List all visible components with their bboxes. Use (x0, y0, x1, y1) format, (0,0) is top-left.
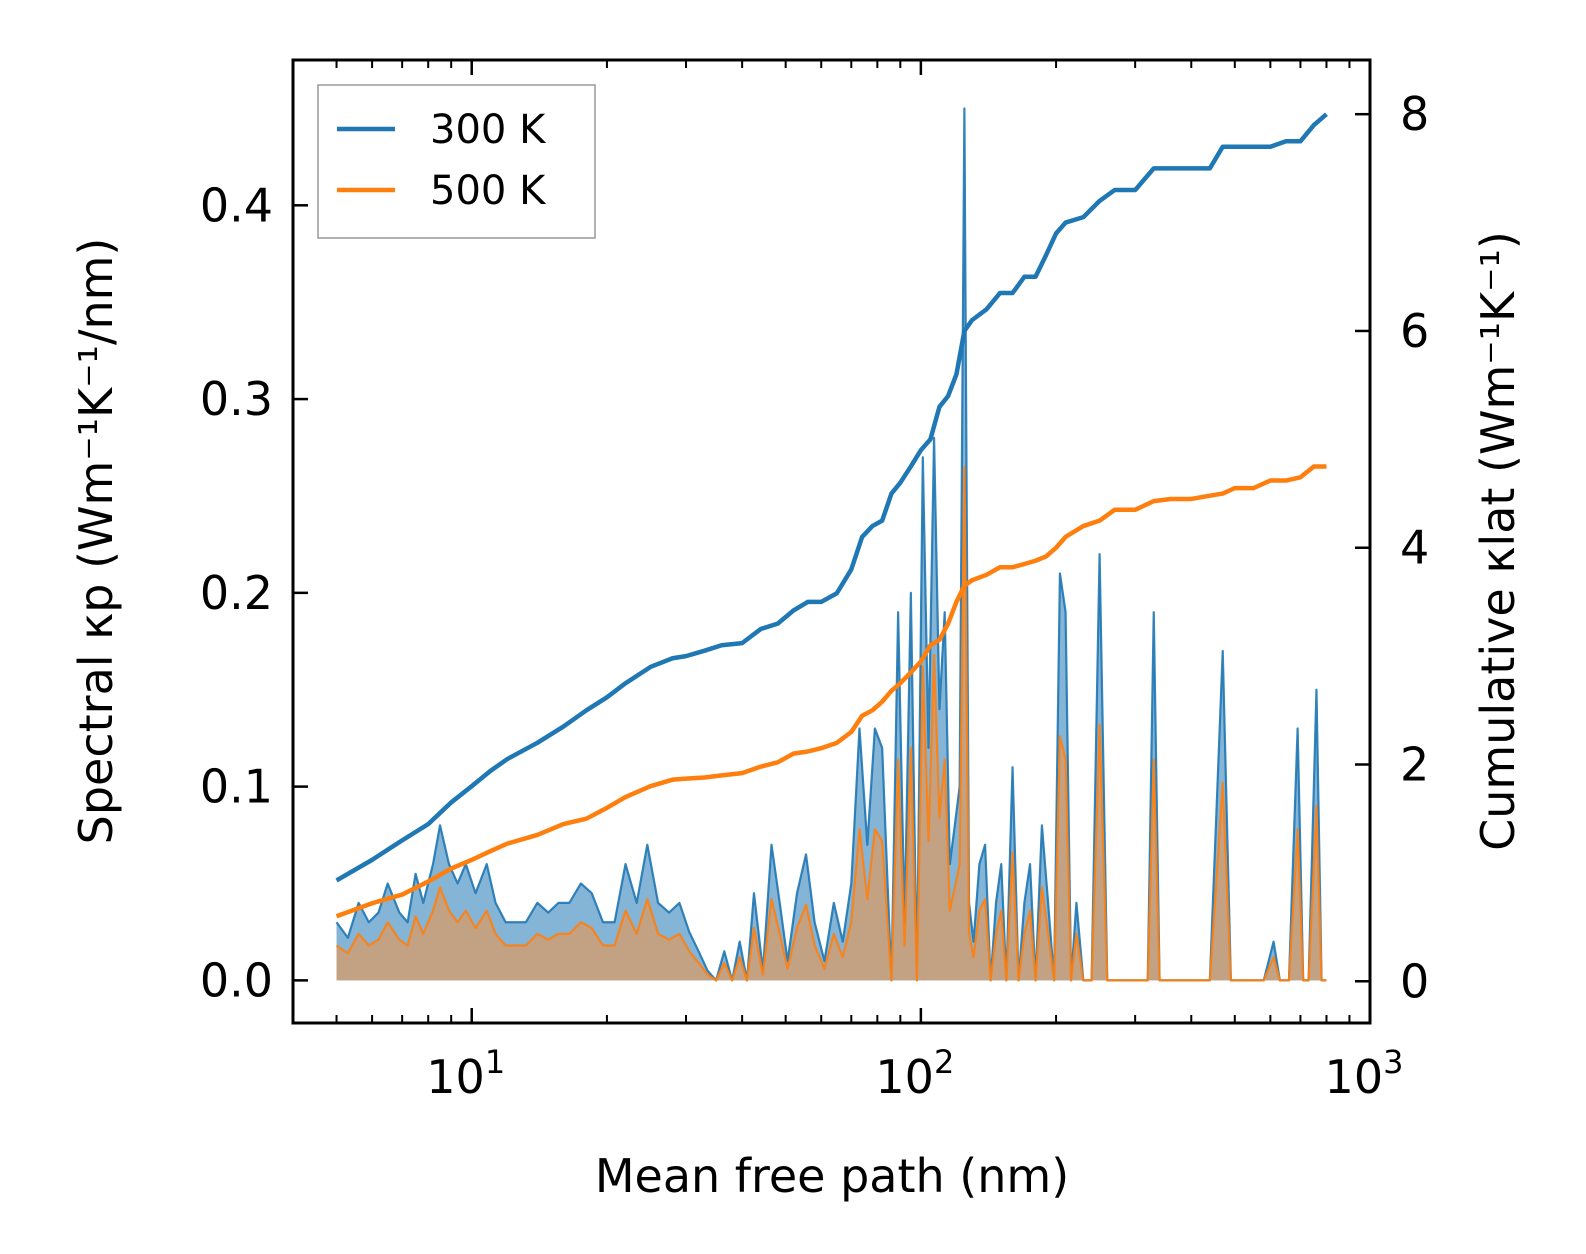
cumulative-line-300k (335, 112, 1328, 883)
legend-box (317, 84, 596, 239)
plot-area (335, 107, 1328, 982)
y-left-tick-label: 0.2 (200, 566, 273, 620)
y-right-tick-label: 8 (1400, 87, 1429, 141)
legend-label-300k: 300 K (430, 107, 547, 153)
x-tick-label: 103 (1325, 1043, 1404, 1104)
y-right-tick-label: 2 (1400, 738, 1429, 792)
x-axis-title: Mean free path (nm) (595, 1149, 1069, 1203)
y-left-tick-label: 0.4 (200, 178, 273, 232)
y-axis-right-title: Cumulative κlat (Wm⁻¹K⁻¹) (1471, 231, 1525, 851)
cumulative-line-500k (335, 464, 1327, 919)
spectral-fill-500k (336, 466, 1327, 981)
spectral-line-500k (335, 465, 1327, 982)
y-left-tick-label: 0.3 (200, 372, 273, 426)
y-right-tick-label: 6 (1400, 304, 1429, 358)
y-left-tick-label: 0.0 (200, 953, 273, 1007)
legend: 300 K 500 K (317, 84, 596, 239)
y-axis-left-title: Spectral κp (Wm⁻¹K⁻¹/nm) (69, 238, 123, 845)
axes-frame (291, 58, 1372, 1025)
y-right-tick-label: 4 (1400, 521, 1429, 575)
x-tick-label: 101 (426, 1043, 505, 1104)
x-tick-label: 102 (875, 1043, 954, 1104)
axes: 101 102 103 0.0 0.1 0.2 0.3 0.4 0 2 4 6 8 (200, 58, 1429, 1104)
legend-label-500k: 500 K (430, 168, 547, 214)
y-left-tick-label: 0.1 (200, 760, 273, 814)
y-right-tick-label: 0 (1400, 954, 1429, 1008)
